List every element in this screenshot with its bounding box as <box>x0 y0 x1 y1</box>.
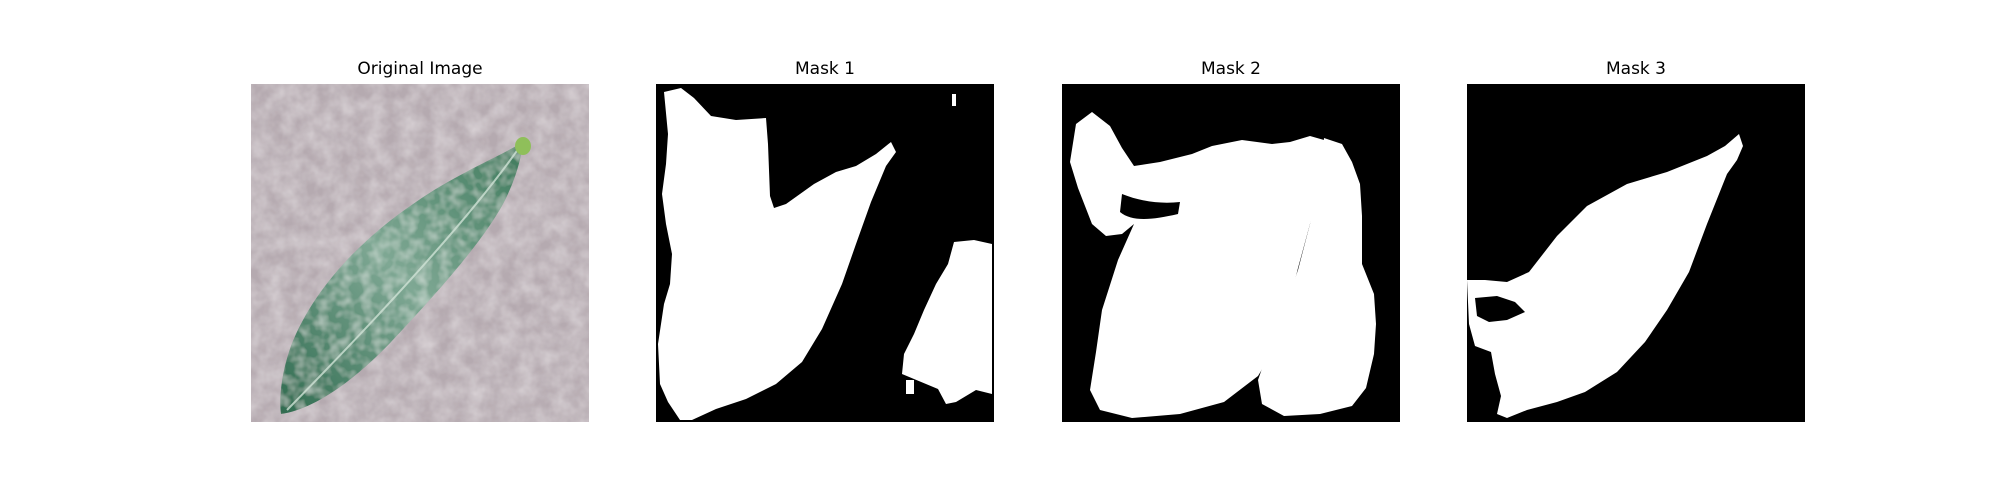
mask-2-title: Mask 2 <box>1200 59 1261 79</box>
mask-1-title: Mask 1 <box>794 59 855 79</box>
original-image-panel <box>251 84 589 422</box>
mask-3-panel <box>1467 84 1805 422</box>
leaf-shape <box>280 142 523 414</box>
mask-1-image <box>656 84 994 422</box>
mask-2-image <box>1062 84 1400 422</box>
mask-1-panel <box>656 84 994 422</box>
mask-3-image <box>1467 84 1805 422</box>
mask-3-title: Mask 3 <box>1605 59 1666 79</box>
leaf-photo <box>251 84 589 422</box>
original-image-title: Original Image <box>357 59 483 79</box>
leaf-tip <box>515 137 531 155</box>
mask-2-panel <box>1062 84 1400 422</box>
